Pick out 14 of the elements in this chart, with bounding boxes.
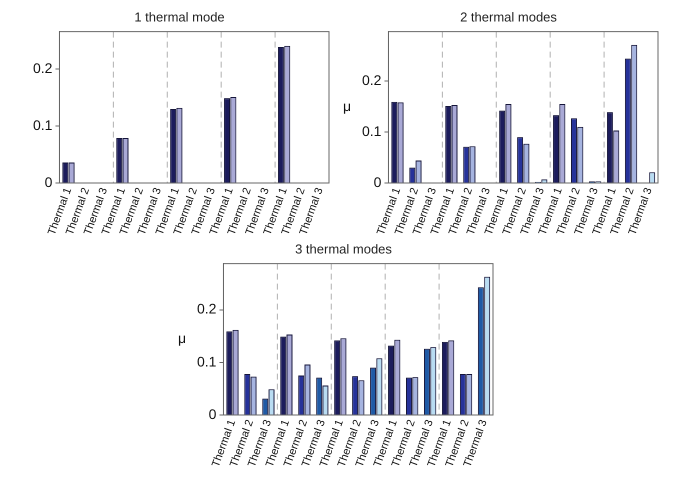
y-tick-label: 0 <box>44 174 53 190</box>
y-tick-label: 0.2 <box>32 60 53 76</box>
y-tick-label: 0.2 <box>362 72 382 88</box>
y-tick-label: 0.2 <box>196 300 217 317</box>
chart-title: 1 thermal mode <box>134 9 225 24</box>
y-tick-label: 0.1 <box>32 116 53 133</box>
y-tick-label: 0.1 <box>362 122 382 139</box>
y-tick-label: 0 <box>208 406 217 422</box>
y-tick-label: 0 <box>374 174 382 190</box>
chart-title: 2 thermal modes <box>460 9 558 24</box>
y-axis-title: μ <box>342 98 352 114</box>
y-tick-label: 0.1 <box>196 353 217 370</box>
y-axis-title: μ <box>178 330 186 346</box>
chart-title: 3 thermal modes <box>295 241 392 256</box>
